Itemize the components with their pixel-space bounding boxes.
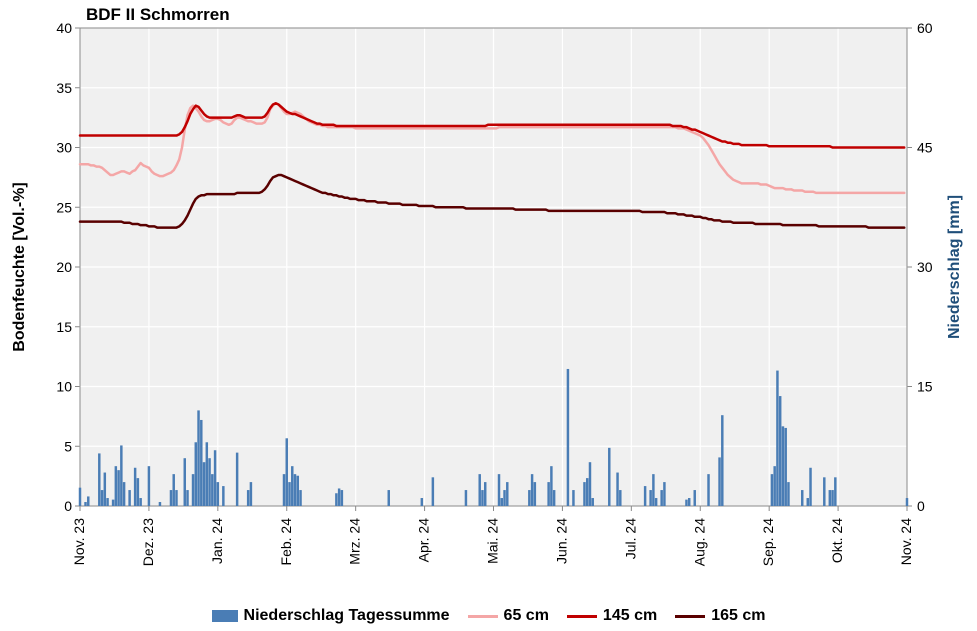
- chart-svg: 0 5 10 15 20 25 30 35 40 0 15 30 45 60 Nov. 23 Dez. 23 J…: [0, 0, 977, 631]
- legend-bar-swatch: [212, 610, 238, 622]
- svg-text:Niederschlag [mm]: Niederschlag [mm]: [946, 195, 963, 339]
- svg-text:BDF II Schmorren: BDF II Schmorren: [86, 5, 230, 24]
- svg-text:30: 30: [917, 259, 933, 275]
- svg-text:Dez. 23: Dez. 23: [140, 518, 156, 566]
- svg-text:5: 5: [64, 438, 72, 454]
- svg-text:30: 30: [56, 140, 72, 156]
- legend-bar-label: Niederschlag Tagessumme: [244, 607, 450, 625]
- legend-165: 165 cm: [675, 607, 765, 625]
- chart-container: 0 5 10 15 20 25 30 35 40 0 15 30 45 60 Nov. 23 Dez. 23 J…: [0, 0, 977, 631]
- svg-text:60: 60: [917, 20, 933, 36]
- svg-text:Bodenfeuchte [Vol.-%]: Bodenfeuchte [Vol.-%]: [11, 182, 28, 351]
- legend-145-swatch: [567, 615, 597, 618]
- legend-145: 145 cm: [567, 607, 657, 625]
- legend-65: 65 cm: [468, 607, 549, 625]
- svg-text:45: 45: [917, 140, 933, 156]
- legend-65-label: 65 cm: [504, 607, 549, 625]
- svg-text:Sep. 24: Sep. 24: [760, 518, 776, 566]
- legend-bar: Niederschlag Tagessumme: [212, 607, 450, 625]
- legend-165-swatch: [675, 615, 705, 618]
- svg-text:15: 15: [917, 379, 933, 395]
- legend: Niederschlag Tagessumme 65 cm 145 cm 165…: [0, 607, 977, 625]
- legend-165-label: 165 cm: [711, 607, 765, 625]
- svg-text:Apr. 24: Apr. 24: [416, 518, 432, 563]
- svg-text:Okt. 24: Okt. 24: [829, 518, 845, 563]
- svg-text:10: 10: [56, 379, 72, 395]
- svg-text:Feb. 24: Feb. 24: [278, 518, 294, 566]
- svg-text:Jul. 24: Jul. 24: [622, 518, 638, 559]
- svg-text:40: 40: [56, 20, 72, 36]
- svg-text:Aug. 24: Aug. 24: [691, 518, 707, 566]
- svg-text:35: 35: [56, 80, 72, 96]
- svg-text:Nov. 24: Nov. 24: [898, 518, 914, 565]
- svg-text:25: 25: [56, 199, 72, 215]
- svg-text:Jun. 24: Jun. 24: [553, 518, 569, 564]
- svg-text:Mrz. 24: Mrz. 24: [347, 518, 363, 565]
- svg-text:15: 15: [56, 319, 72, 335]
- legend-145-label: 145 cm: [603, 607, 657, 625]
- svg-text:Mai. 24: Mai. 24: [485, 518, 501, 564]
- svg-text:Nov. 23: Nov. 23: [71, 518, 87, 565]
- svg-text:0: 0: [917, 498, 925, 514]
- legend-65-swatch: [468, 615, 498, 618]
- svg-text:0: 0: [64, 498, 72, 514]
- svg-text:20: 20: [56, 259, 72, 275]
- svg-text:Jan. 24: Jan. 24: [209, 518, 225, 564]
